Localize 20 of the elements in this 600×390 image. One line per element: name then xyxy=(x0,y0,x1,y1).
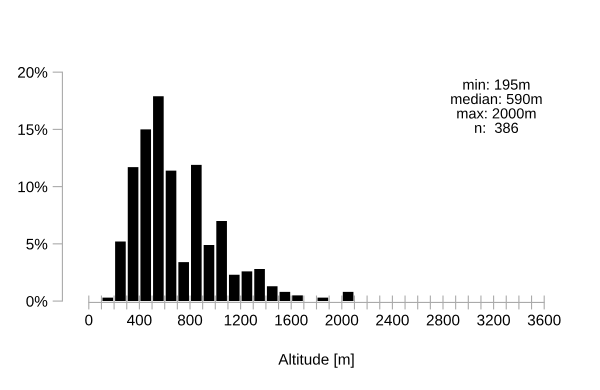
annotation: median: 590m xyxy=(451,93,542,104)
x-tick-label: 1600 xyxy=(275,314,308,326)
y-tick-label: 5% xyxy=(26,238,48,250)
x-tick-label: 1200 xyxy=(224,314,257,326)
x-tick-label: 800 xyxy=(178,314,202,326)
y-tick-label: 15% xyxy=(18,124,48,136)
x-tick-label: 2800 xyxy=(426,314,460,326)
annotation: max: 2000m xyxy=(457,108,536,119)
y-tick-label: 0% xyxy=(26,296,48,307)
annotation: n: 386 xyxy=(475,122,518,133)
x-tick-label: 2400 xyxy=(376,314,409,326)
y-tick-label: 10% xyxy=(18,181,48,192)
x-tick-label: 0 xyxy=(85,314,92,326)
x-tick-label: 3200 xyxy=(477,314,510,326)
y-tick-label: 20% xyxy=(18,67,48,78)
annotation: min: 195m xyxy=(463,79,530,90)
x-tick-label: 3600 xyxy=(528,314,561,326)
x-tick-label: 2000 xyxy=(326,314,358,326)
x-tick-label: 400 xyxy=(127,314,152,326)
x-axis-title: Altitude [m] xyxy=(278,354,354,368)
